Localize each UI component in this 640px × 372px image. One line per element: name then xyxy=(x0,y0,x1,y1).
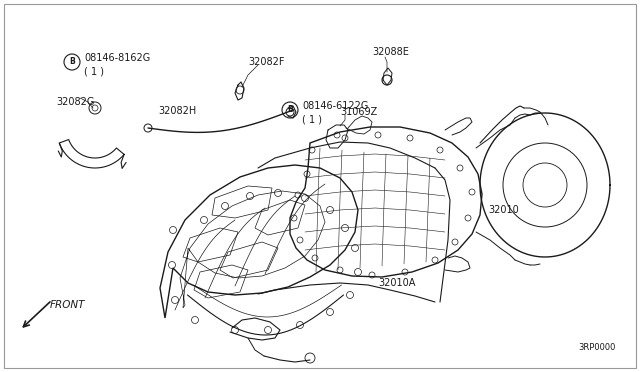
Text: 32082G: 32082G xyxy=(56,97,94,107)
Text: 3RP0000: 3RP0000 xyxy=(578,343,616,353)
Text: 32082F: 32082F xyxy=(248,57,285,67)
Text: B: B xyxy=(69,58,75,67)
Text: 08146-8162G: 08146-8162G xyxy=(84,53,150,63)
Circle shape xyxy=(144,124,152,132)
Text: 31069Z: 31069Z xyxy=(340,107,377,117)
Text: FRONT: FRONT xyxy=(50,300,86,310)
Text: ( 1 ): ( 1 ) xyxy=(302,115,322,125)
Text: 32010A: 32010A xyxy=(378,278,415,288)
Text: B: B xyxy=(287,106,293,115)
Text: 32010: 32010 xyxy=(488,205,519,215)
Text: ( 1 ): ( 1 ) xyxy=(84,67,104,77)
Text: 32088E: 32088E xyxy=(372,47,409,57)
Text: 32082H: 32082H xyxy=(158,106,196,116)
Text: 08146-6122G: 08146-6122G xyxy=(302,101,369,111)
